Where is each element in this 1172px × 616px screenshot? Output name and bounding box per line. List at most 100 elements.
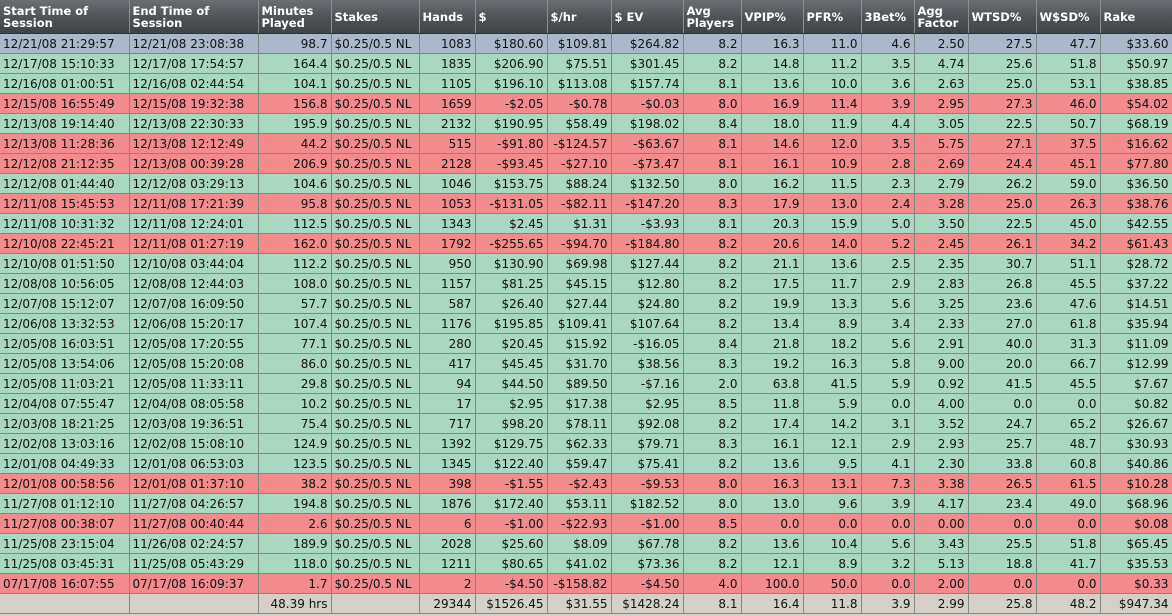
cell-dollars-per-hour: $89.50 xyxy=(547,373,612,394)
cell-end-time: 12/13/08 12:12:49 xyxy=(129,133,259,154)
cell-dollars: $122.40 xyxy=(475,453,548,474)
cell-hands: 2132 xyxy=(419,113,476,134)
session-row[interactable]: 12/07/08 15:12:07 12/07/08 16:09:50 57.7 $0… xyxy=(0,293,1172,314)
session-row[interactable]: 12/05/08 16:03:51 12/05/08 17:20:55 77.1 $0… xyxy=(0,333,1172,354)
session-row[interactable]: 12/15/08 16:55:49 12/15/08 19:32:38 156.8 $… xyxy=(0,93,1172,114)
col-header-avg-players[interactable]: Avg Players xyxy=(683,0,742,34)
session-row[interactable]: 12/10/08 22:45:21 12/11/08 01:27:19 162.0 $… xyxy=(0,233,1172,254)
session-row[interactable]: 12/06/08 13:32:53 12/06/08 15:20:17 107.4 $… xyxy=(0,313,1172,334)
session-row[interactable]: 12/11/08 15:45:53 12/11/08 17:21:39 95.8 $0… xyxy=(0,193,1172,214)
total-start-time xyxy=(0,593,130,614)
cell-minutes-played: 156.8 xyxy=(258,93,332,114)
cell-start-time: 12/17/08 15:10:33 xyxy=(0,53,130,74)
cell-dollars-ev: -$147.20 xyxy=(611,193,684,214)
cell-dollars-ev: $92.08 xyxy=(611,413,684,434)
cell-3bet: 5.0 xyxy=(861,213,915,234)
col-header-end-time[interactable]: End Time of Session xyxy=(129,0,259,34)
cell-end-time: 12/11/08 12:24:01 xyxy=(129,213,259,234)
cell-avg-players: 8.1 xyxy=(683,153,742,174)
session-row[interactable]: 12/12/08 01:44:40 12/12/08 03:29:13 104.6 $… xyxy=(0,173,1172,194)
cell-wsd: 45.1 xyxy=(1036,153,1101,174)
cell-start-time: 12/06/08 13:32:53 xyxy=(0,313,130,334)
cell-dollars-ev: $2.95 xyxy=(611,393,684,414)
col-header-vpip[interactable]: VPIP% xyxy=(741,0,804,34)
cell-wsd: 45.5 xyxy=(1036,373,1101,394)
cell-minutes-played: 2.6 xyxy=(258,513,332,534)
col-header-wsd[interactable]: W$SD% xyxy=(1036,0,1101,34)
cell-pfr: 13.6 xyxy=(803,253,862,274)
cell-pfr: 13.3 xyxy=(803,293,862,314)
session-row[interactable]: 12/05/08 13:54:06 12/05/08 15:20:08 86.0 $0… xyxy=(0,353,1172,374)
col-header-dollars-ev[interactable]: $ EV xyxy=(611,0,684,34)
col-header-pfr[interactable]: PFR% xyxy=(803,0,862,34)
session-row[interactable]: 12/17/08 15:10:33 12/17/08 17:54:57 164.4 $… xyxy=(0,53,1172,74)
session-row[interactable]: 12/10/08 01:51:50 12/10/08 03:44:04 112.2 $… xyxy=(0,253,1172,274)
cell-avg-players: 8.2 xyxy=(683,233,742,254)
cell-hands: 1105 xyxy=(419,73,476,94)
cell-minutes-played: 98.7 xyxy=(258,33,332,54)
col-header-dollars[interactable]: $ xyxy=(475,0,548,34)
cell-stakes: $0.25/0.5 NL xyxy=(331,73,420,94)
session-row[interactable]: 07/17/08 16:07:55 07/17/08 16:09:37 1.7 $0.… xyxy=(0,573,1172,594)
cell-dollars: $196.10 xyxy=(475,73,548,94)
cell-minutes-played: 206.9 xyxy=(258,153,332,174)
cell-vpip: 0.0 xyxy=(741,513,804,534)
cell-wtsd: 25.6 xyxy=(968,53,1037,74)
session-row[interactable]: 12/05/08 11:03:21 12/05/08 11:33:11 29.8 $0… xyxy=(0,373,1172,394)
col-header-dollars-per-hour[interactable]: $/hr xyxy=(547,0,612,34)
cell-vpip: 13.6 xyxy=(741,453,804,474)
session-row[interactable]: 11/25/08 03:45:31 11/25/08 05:43:29 118.0 $… xyxy=(0,553,1172,574)
col-header-start-time[interactable]: Start Time of Session xyxy=(0,0,130,34)
cell-stakes: $0.25/0.5 NL xyxy=(331,513,420,534)
session-row[interactable]: 12/16/08 01:00:51 12/16/08 02:44:54 104.1 $… xyxy=(0,73,1172,94)
cell-dollars-ev: -$16.05 xyxy=(611,333,684,354)
session-row[interactable]: 12/03/08 18:21:25 12/03/08 19:36:51 75.4 $0… xyxy=(0,413,1172,434)
cell-avg-players: 8.1 xyxy=(683,213,742,234)
cell-dollars-ev: $132.50 xyxy=(611,173,684,194)
cell-end-time: 11/26/08 02:24:57 xyxy=(129,533,259,554)
cell-stakes: $0.25/0.5 NL xyxy=(331,273,420,294)
session-row[interactable]: 12/04/08 07:55:47 12/04/08 08:05:58 10.2 $0… xyxy=(0,393,1172,414)
cell-dollars-ev: -$0.03 xyxy=(611,93,684,114)
cell-stakes: $0.25/0.5 NL xyxy=(331,53,420,74)
session-row[interactable]: 12/11/08 10:31:32 12/11/08 12:24:01 112.5 $… xyxy=(0,213,1172,234)
col-header-minutes-played[interactable]: Minutes Played xyxy=(258,0,332,34)
session-row[interactable]: 12/08/08 10:56:05 12/08/08 12:44:03 108.0 $… xyxy=(0,273,1172,294)
col-header-wtsd[interactable]: WTSD% xyxy=(968,0,1037,34)
total-dollars-ev: $1428.24 xyxy=(611,593,684,614)
cell-dollars-ev: $182.52 xyxy=(611,493,684,514)
session-row[interactable]: 12/13/08 19:14:40 12/13/08 22:30:33 195.9 $… xyxy=(0,113,1172,134)
cell-stakes: $0.25/0.5 NL xyxy=(331,93,420,114)
cell-dollars-per-hour: -$2.43 xyxy=(547,473,612,494)
cell-vpip: 13.4 xyxy=(741,313,804,334)
col-header-hands[interactable]: Hands xyxy=(419,0,476,34)
session-row[interactable]: 11/25/08 23:15:04 11/26/08 02:24:57 189.9 $… xyxy=(0,533,1172,554)
total-avg-players: 8.1 xyxy=(683,593,742,614)
cell-3bet: 0.0 xyxy=(861,573,915,594)
cell-pfr: 10.0 xyxy=(803,73,862,94)
cell-start-time: 12/12/08 01:44:40 xyxy=(0,173,130,194)
session-row[interactable]: 12/01/08 04:49:33 12/01/08 06:53:03 123.5 $… xyxy=(0,453,1172,474)
cell-hands: 6 xyxy=(419,513,476,534)
col-header-rake[interactable]: Rake xyxy=(1100,0,1172,34)
cell-minutes-played: 112.5 xyxy=(258,213,332,234)
cell-stakes: $0.25/0.5 NL xyxy=(331,493,420,514)
total-wsd: 48.2 xyxy=(1036,593,1101,614)
cell-agg-factor: 2.69 xyxy=(914,153,969,174)
cell-wsd: 53.1 xyxy=(1036,73,1101,94)
session-row[interactable]: 12/21/08 21:29:57 12/21/08 23:08:38 98.7 $0… xyxy=(0,33,1172,54)
session-row[interactable]: 11/27/08 01:12:10 11/27/08 04:26:57 194.8 $… xyxy=(0,493,1172,514)
session-row[interactable]: 12/13/08 11:28:36 12/13/08 12:12:49 44.2 $0… xyxy=(0,133,1172,154)
col-header-3bet[interactable]: 3Bet% xyxy=(861,0,915,34)
session-row[interactable]: 11/27/08 00:38:07 11/27/08 00:40:44 2.6 $0.… xyxy=(0,513,1172,534)
cell-dollars-per-hour: $1.31 xyxy=(547,213,612,234)
session-row[interactable]: 12/12/08 21:12:35 12/13/08 00:39:28 206.9 $… xyxy=(0,153,1172,174)
col-header-stakes[interactable]: Stakes xyxy=(331,0,420,34)
cell-dollars-per-hour: $69.98 xyxy=(547,253,612,274)
cell-agg-factor: 3.52 xyxy=(914,413,969,434)
session-row[interactable]: 12/02/08 13:03:16 12/02/08 15:08:10 124.9 $… xyxy=(0,433,1172,454)
cell-3bet: 3.4 xyxy=(861,313,915,334)
session-row[interactable]: 12/01/08 00:58:56 12/01/08 01:37:10 38.2 $0… xyxy=(0,473,1172,494)
col-header-agg-factor[interactable]: Agg Factor xyxy=(914,0,969,34)
